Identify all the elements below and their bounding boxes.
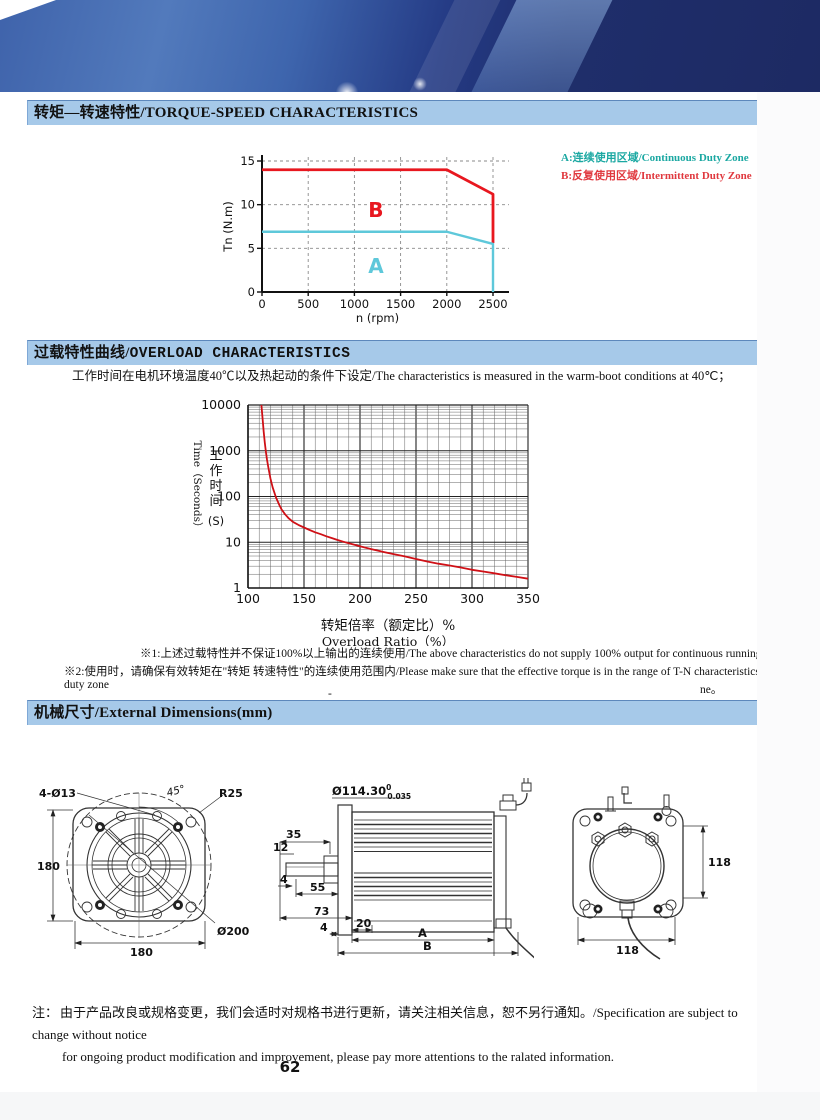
dim-label-height: 118 bbox=[708, 856, 731, 869]
x-tick-label: 1500 bbox=[386, 297, 415, 311]
section-title-dimensions: 机械尺寸/External Dimensions(mm) bbox=[34, 705, 273, 721]
dim-label-shaft-diameter: Ø114.300 0.035 bbox=[332, 783, 411, 801]
y-tick-label: 100 bbox=[217, 489, 241, 504]
stray-dash: - bbox=[328, 688, 332, 700]
y-tick-label: 15 bbox=[240, 154, 255, 168]
dim-label-4-flange: 4 bbox=[320, 921, 328, 934]
banner-glow bbox=[334, 80, 360, 92]
section-header-dimensions: 机械尺寸/External Dimensions(mm) bbox=[27, 700, 757, 725]
legend-continuous-duty-zone: A:连续使用区域/Continuous Duty Zone bbox=[561, 152, 749, 164]
dim-label-b: B bbox=[423, 939, 432, 953]
legend-intermittent-duty-zone: B:反复使用区域/Intermittent Duty Zone bbox=[561, 170, 752, 182]
dimension-lines bbox=[577, 825, 708, 945]
y-axis-label-en: Time（Seconds） bbox=[191, 440, 203, 532]
overload-note-2: ※2:使用时，请确保有效转矩在"转矩 转速特性"的连续使用范围内/Please … bbox=[64, 666, 816, 691]
overload-conditions-note: 工作时间在电机环境温度40℃以及热起动的条件下设定/The characteri… bbox=[72, 369, 731, 383]
section-title-overload-en: OVERLOAD CHARACTERISTICS bbox=[129, 346, 351, 362]
y-axis-label-cn: 间 bbox=[209, 494, 222, 509]
section-title-overload-cn: 过载特性曲线/ bbox=[34, 345, 130, 361]
banner-corner-cut bbox=[0, 0, 56, 20]
dim-label-outer-diameter: Ø200 bbox=[217, 925, 250, 938]
fan-spokes bbox=[92, 818, 186, 912]
x-tick-label: 2000 bbox=[432, 297, 461, 311]
y-tick-label: 5 bbox=[248, 241, 255, 255]
x-tick-label: 0 bbox=[258, 297, 265, 311]
torque-speed-chart: 0 500 1000 1500 2000 2500 0 5 10 15 B An (rpm) Tn (N… bbox=[222, 154, 509, 325]
x-tick-label: 150 bbox=[292, 591, 316, 606]
y-tick-label: 0 bbox=[248, 285, 255, 299]
dim-label-holes: 4-Ø13 bbox=[39, 787, 76, 800]
x-tick-label: 1000 bbox=[340, 297, 369, 311]
footer-note: 注： 由于产品改良或规格变更，我们会适时对规格书进行更新，请关注相关信息，恕不另行… bbox=[32, 1002, 756, 1068]
dim-label-73: 73 bbox=[314, 905, 329, 918]
dim-label-a: A bbox=[418, 926, 427, 940]
x-tick-label: 200 bbox=[348, 591, 372, 606]
zone-label-A: A bbox=[368, 254, 384, 278]
overload-curve bbox=[260, 404, 529, 580]
section-header-overload: 过载特性曲线/OVERLOAD CHARACTERISTICS bbox=[27, 340, 757, 365]
dim-label-20: 20 bbox=[356, 917, 372, 930]
y-tick-label: 1000 bbox=[209, 443, 241, 458]
front-view-drawing: 4-Ø13 45° R25 180 180 Ø200 bbox=[37, 783, 250, 959]
section-title-torque-speed: 转矩—转速特性/TORQUE-SPEED CHARACTERISTICS bbox=[34, 105, 419, 121]
ts-chart-legend: A:连续使用区域/Continuous Duty Zone B:反复使用区域/I… bbox=[561, 149, 752, 185]
y-axis-label-cn: 时 bbox=[209, 479, 222, 494]
banner-glow bbox=[412, 76, 428, 92]
x-tick-label: 250 bbox=[404, 591, 428, 606]
dim-label-width: 118 bbox=[616, 944, 639, 957]
grid bbox=[262, 157, 509, 292]
dim-label-height: 180 bbox=[37, 860, 60, 873]
dim-label-angle: 45° bbox=[165, 783, 186, 799]
terminals bbox=[591, 786, 672, 847]
page-number: 62 bbox=[279, 1058, 301, 1076]
y-tick-label: 10 bbox=[225, 534, 241, 549]
dim-label-35: 35 bbox=[286, 828, 301, 841]
x-axis-label: n (rpm) bbox=[356, 311, 399, 325]
x-tick-label: 500 bbox=[297, 297, 319, 311]
overload-note-2-tail: ne。 bbox=[700, 684, 723, 696]
y-axis-unit: (S) bbox=[208, 514, 224, 528]
dark-bolt-holes bbox=[593, 812, 663, 914]
y-axis-label-cn: 作 bbox=[209, 464, 222, 479]
grid bbox=[247, 405, 529, 589]
footer-line2: for ongoing product modification and imp… bbox=[62, 1049, 614, 1064]
dim-label-55: 55 bbox=[310, 881, 325, 894]
dim-label-corner-radius: R25 bbox=[219, 787, 243, 800]
top-connector bbox=[499, 778, 532, 811]
dim-label-width: 180 bbox=[130, 946, 153, 959]
series-B bbox=[262, 168, 495, 244]
overload-chart: 1 10 100 1000 10000 100 150 200 250 300 350 转矩倍率（额定… bbox=[191, 397, 540, 646]
dim-label-4-front: 4 bbox=[280, 873, 288, 886]
footer-label: 注： bbox=[32, 1005, 59, 1020]
page-right-margin bbox=[757, 92, 820, 1092]
series-A bbox=[262, 230, 495, 292]
y-axis-label: Tn (N.m) bbox=[222, 201, 235, 252]
x-tick-label: 300 bbox=[460, 591, 484, 606]
bottom-cable bbox=[495, 918, 534, 959]
x-tick-label: 350 bbox=[516, 591, 540, 606]
footer-line1: 由于产品改良或规格变更，我们会适时对规格书进行更新，请关注相关信息，恕不另行通知… bbox=[32, 1005, 738, 1042]
dimension-lines bbox=[278, 797, 519, 956]
overload-note-1: ※1:上述过载特性并不保证100%以上输出的连续使用/The above cha… bbox=[140, 648, 774, 660]
x-axis-label-cn: 转矩倍率（额定比）% bbox=[321, 617, 455, 634]
dim-label-12: 12 bbox=[273, 841, 288, 854]
cooling-fins bbox=[354, 819, 492, 922]
section-header-torque-speed: 转矩—转速特性/TORQUE-SPEED CHARACTERISTICS bbox=[27, 100, 757, 125]
side-view-drawing: Ø114.300 0.035 35 12 4 55 73 4 20 A B bbox=[273, 778, 534, 959]
y-tick-label: 10000 bbox=[201, 397, 241, 412]
rear-view-drawing: 118 118 bbox=[572, 786, 731, 960]
dark-bolt-holes bbox=[95, 822, 183, 910]
x-tick-label: 100 bbox=[236, 591, 260, 606]
y-tick-label: 10 bbox=[240, 198, 255, 212]
y-tick-label: 1 bbox=[233, 580, 241, 595]
x-axis-label-en: Overload Ratio（%） bbox=[322, 634, 454, 646]
page-bottom-strip bbox=[0, 1092, 820, 1120]
zone-label-B: B bbox=[368, 198, 383, 222]
header-banner bbox=[0, 0, 820, 92]
y-axis-label-cn: 工 bbox=[209, 449, 222, 464]
x-tick-label: 2500 bbox=[478, 297, 507, 311]
